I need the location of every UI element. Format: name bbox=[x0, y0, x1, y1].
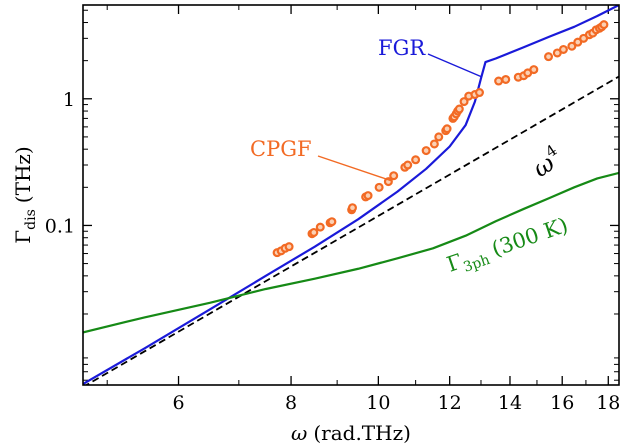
cpgf-data-point bbox=[434, 132, 444, 142]
fgr-line bbox=[83, 5, 619, 385]
cpgf-data-point bbox=[347, 203, 357, 213]
x-tick-label: 14 bbox=[498, 392, 522, 414]
y-tick-label: 1 bbox=[63, 89, 75, 111]
cpgf-data-point bbox=[363, 191, 373, 201]
cpgf-leader-line bbox=[317, 155, 393, 182]
cpgf-data-point bbox=[374, 182, 384, 192]
cpgf-data-point bbox=[411, 155, 421, 165]
x-tick-label: 18 bbox=[596, 392, 620, 414]
3ph-300-k-line bbox=[83, 171, 619, 334]
markers-layer bbox=[272, 20, 609, 258]
cpgf-label: CPGF bbox=[250, 137, 312, 161]
y-tick-label: 0.1 bbox=[45, 215, 75, 237]
cpgf-data-point bbox=[389, 171, 399, 181]
cpgf-data-point bbox=[599, 20, 609, 30]
x-tick-label: 8 bbox=[285, 392, 297, 414]
cpgf-data-point bbox=[494, 76, 504, 86]
plot-frame bbox=[82, 4, 620, 386]
cpgf-data-point bbox=[544, 52, 554, 62]
x-tick-label: 12 bbox=[438, 392, 462, 414]
cpgf-data-point bbox=[558, 44, 568, 54]
x-tick-label: 10 bbox=[366, 392, 390, 414]
x-axis-title: ω (rad.THz) bbox=[291, 421, 411, 445]
omega4-label: ω4 bbox=[526, 141, 567, 183]
cpgf-data-point bbox=[315, 222, 325, 232]
cpgf-data-point bbox=[421, 146, 431, 156]
fgr-label: FGR bbox=[378, 36, 426, 60]
cpgf-data-point bbox=[327, 217, 337, 227]
cpgf-data-point bbox=[459, 97, 469, 107]
axis-ticks: 6 8 10 12 14 16 18 0.1 1 bbox=[45, 5, 620, 414]
4-line bbox=[84, 75, 619, 385]
cpgf-data-point bbox=[284, 242, 294, 252]
cpgf-data-point bbox=[309, 227, 319, 237]
series-layer bbox=[83, 5, 619, 385]
cpgf-data-point bbox=[474, 88, 484, 98]
g3ph-label: Γ3ph(300 K) bbox=[444, 213, 573, 281]
cpgf-data-point bbox=[529, 65, 539, 75]
cpgf-data-point bbox=[403, 160, 413, 170]
x-tick-label: 16 bbox=[550, 392, 574, 414]
fgr-leader-line bbox=[427, 53, 483, 78]
cpgf-data-point bbox=[567, 41, 577, 51]
cpgf-data-point bbox=[501, 74, 511, 84]
cpgf-data-point bbox=[429, 139, 439, 149]
cpgf-data-point bbox=[454, 104, 464, 114]
cpgf-data-point bbox=[442, 124, 452, 134]
y-axis-title: Γdis(THz) bbox=[11, 146, 39, 243]
x-tick-label: 6 bbox=[172, 392, 184, 414]
cpgf-data-point bbox=[573, 37, 583, 47]
